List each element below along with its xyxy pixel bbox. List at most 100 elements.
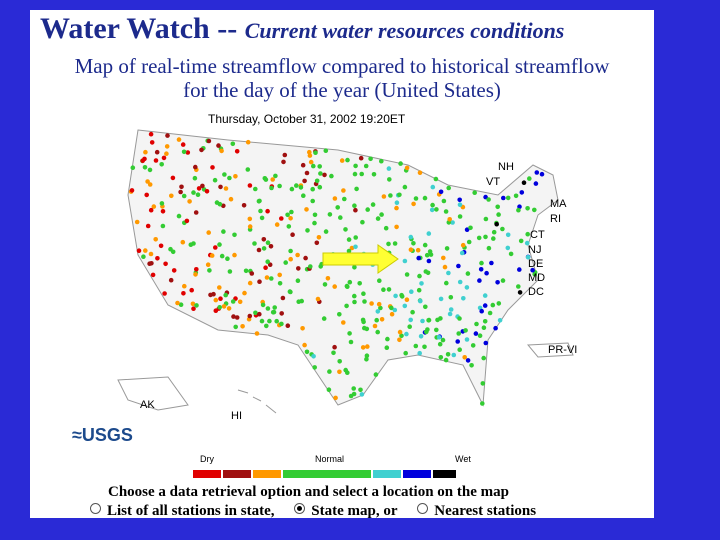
- gauge-dot: [147, 261, 152, 266]
- gauge-dot: [226, 306, 232, 311]
- gauge-dot: [394, 205, 399, 211]
- option[interactable]: Nearest stations: [417, 503, 536, 519]
- gauge-dot: [302, 342, 307, 348]
- gauge-dot: [169, 193, 174, 199]
- gauge-dot: [378, 305, 383, 311]
- gauge-dot: [295, 278, 301, 283]
- gauge-dot: [254, 331, 260, 336]
- gauge-dot: [153, 158, 159, 163]
- gauge-dot: [308, 159, 314, 165]
- gauge-dot: [318, 171, 323, 176]
- gauge-dot: [457, 347, 463, 352]
- gauge-dot: [399, 292, 404, 298]
- gauge-dot: [301, 193, 306, 198]
- gauge-dot: [158, 243, 164, 249]
- gauge-dot: [161, 155, 167, 161]
- gauge-dot: [425, 327, 430, 332]
- gauge-dot: [352, 265, 357, 270]
- gauge-dot: [404, 331, 409, 337]
- gauge-dot: [140, 158, 145, 163]
- gauge-dot: [353, 207, 358, 213]
- gauge-dot: [247, 183, 253, 188]
- gauge-dot: [272, 305, 277, 310]
- gauge-dot: [362, 299, 367, 304]
- gauge-dot: [386, 166, 392, 171]
- gauge-dot: [147, 182, 153, 187]
- gauge-dot: [155, 256, 160, 261]
- gauge-dot: [335, 205, 341, 210]
- gauge-dot: [277, 281, 283, 286]
- gauge-dot: [149, 140, 155, 145]
- gauge-dot: [525, 254, 531, 260]
- title: Water Watch -- Current water resources c…: [40, 12, 564, 46]
- gauge-dot: [460, 242, 466, 248]
- gauge-dot: [326, 387, 332, 393]
- gauge-dot: [435, 317, 440, 323]
- gauge-dot: [429, 207, 435, 213]
- gauge-dot: [212, 177, 218, 183]
- gauge-dot: [316, 235, 322, 240]
- gauge-dot: [175, 300, 180, 306]
- gauge-dot: [257, 279, 262, 284]
- gauge-dot: [516, 207, 521, 213]
- gauge-dot: [534, 170, 540, 175]
- gauge-dot: [343, 227, 348, 232]
- gauge-dot: [433, 176, 439, 182]
- map-heading: for the day of the year (United States): [183, 78, 501, 102]
- gauge-dot: [332, 344, 337, 350]
- gauge-dot: [527, 176, 532, 181]
- gauge-dot: [457, 279, 463, 285]
- gauge-dot: [459, 250, 465, 256]
- gauge-dot: [465, 358, 471, 363]
- gauge-dot: [383, 225, 389, 231]
- gauge-dot: [270, 310, 276, 315]
- gauge-dot: [341, 188, 346, 193]
- gauge-dot: [343, 367, 349, 373]
- gauge-dot: [170, 175, 176, 181]
- gauge-dot: [257, 311, 262, 317]
- gauge-dot: [491, 229, 497, 235]
- gauge-dot: [463, 328, 468, 333]
- gauge-dot: [495, 204, 501, 210]
- gauge-dot: [307, 149, 312, 155]
- state-label: RI: [550, 213, 561, 225]
- gauge-dot: [426, 231, 432, 236]
- gauge-dot: [273, 173, 278, 179]
- state-label: MD: [528, 272, 545, 284]
- gauge-dot: [252, 241, 257, 246]
- gauge-dot: [410, 309, 415, 315]
- gauge-dot: [362, 325, 367, 331]
- gauge-dot: [269, 276, 274, 281]
- gauge-dot: [497, 318, 503, 323]
- gauge-dot: [474, 321, 479, 327]
- gauge-dot: [259, 215, 265, 221]
- gauge-dot: [261, 246, 267, 251]
- gauge-dot: [337, 312, 342, 317]
- gauge-dot: [437, 341, 443, 347]
- option[interactable]: List of all stations in state,: [90, 503, 275, 519]
- gauge-dot: [425, 270, 431, 276]
- map: Thursday, October 31, 2002 19:20ET NH VT M…: [68, 105, 604, 448]
- gauge-dot: [447, 311, 453, 317]
- gauge-dot: [434, 327, 439, 333]
- gauge-dot: [372, 323, 378, 329]
- gauge-dot: [417, 350, 423, 356]
- gauge-dot: [533, 181, 539, 186]
- state-label: MA: [550, 198, 567, 210]
- gauge-dot: [384, 345, 390, 350]
- gauge-dot: [282, 152, 288, 158]
- gauge-dot: [260, 302, 266, 308]
- legend-swatch: [253, 470, 281, 478]
- gauge-dot: [422, 344, 427, 350]
- gauge-dot: [365, 207, 371, 212]
- gauge-dot: [312, 212, 318, 218]
- legend-swatch: [403, 470, 431, 478]
- gauge-dot: [477, 333, 483, 338]
- option[interactable]: State map, or: [294, 503, 398, 519]
- gauge-dot: [369, 301, 374, 306]
- gauge-dot: [416, 255, 422, 261]
- gauge-dot: [219, 253, 225, 259]
- gauge-dot: [314, 240, 320, 246]
- gauge-dot: [281, 159, 286, 165]
- gauge-dot: [196, 186, 202, 191]
